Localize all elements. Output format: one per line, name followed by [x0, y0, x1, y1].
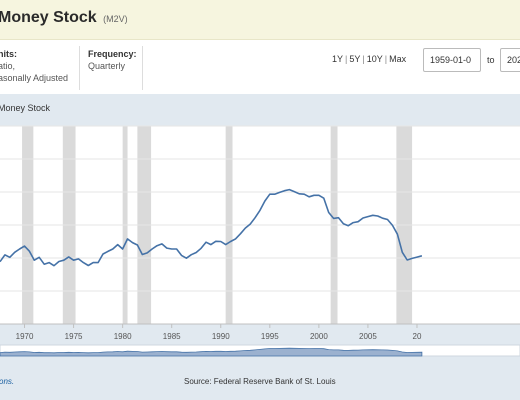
series-info-row: nits: atio, asonally Adjusted Frequency:…	[0, 40, 520, 94]
series-title: Money Stock (M2V)	[0, 9, 128, 27]
range-1y-link[interactable]: 1Y	[332, 54, 344, 64]
units-line-2: asonally Adjusted	[0, 73, 69, 83]
line-chart[interactable]: 1970 1975 1980 1985 1990 1995 2000 2005 20	[0, 94, 520, 366]
units-info: nits: atio, asonally Adjusted	[0, 48, 68, 84]
chart-panel: Money Stock 1970 1975 1980 1985 1990 1995 2000…	[0, 94, 520, 366]
range-5y-link[interactable]: 5Y	[349, 54, 361, 64]
x-tick-label: 1985	[163, 332, 181, 341]
frequency-info: Frequency: Quarterly	[88, 48, 137, 72]
frequency-label: Frequency:	[88, 49, 137, 59]
range-max-link[interactable]: Max	[389, 54, 407, 64]
x-tick-label: 2005	[359, 332, 377, 341]
series-line	[0, 188, 423, 267]
chart-footer: ons. Source: Federal Reserve Bank of St.…	[0, 366, 520, 400]
date-range-links: 1Y | 5Y | 10Y | Max	[332, 54, 406, 64]
frequency-value: Quarterly	[88, 61, 126, 71]
chart-series-label: Money Stock	[0, 103, 51, 113]
series-title-text: Money Stock	[0, 9, 97, 26]
x-tick-label: 20	[413, 332, 422, 341]
x-tick-label: 1970	[16, 332, 34, 341]
divider	[142, 46, 143, 90]
series-title-bar: Money Stock (M2V)	[0, 0, 520, 40]
x-tick-label: 1990	[212, 332, 230, 341]
range-10y-link[interactable]: 10Y	[366, 54, 383, 64]
source-credit: Source: Federal Reserve Bank of St. Loui…	[184, 377, 336, 386]
units-label: nits:	[0, 49, 17, 59]
end-date-input[interactable]	[500, 48, 520, 72]
navigator-series	[0, 347, 423, 357]
x-tick-label: 1995	[261, 332, 279, 341]
to-label: to	[487, 55, 495, 65]
range-separator: |	[345, 54, 348, 64]
footer-link[interactable]: ons.	[0, 377, 15, 386]
x-tick-label: 1975	[65, 332, 83, 341]
x-tick-label: 1980	[114, 332, 132, 341]
units-line-1: atio,	[0, 61, 16, 71]
divider	[79, 46, 80, 90]
range-separator: |	[362, 54, 365, 64]
x-tick-label: 2000	[310, 332, 328, 341]
start-date-input[interactable]	[423, 48, 481, 72]
series-id: (M2V)	[103, 14, 128, 24]
range-separator: |	[384, 54, 388, 64]
